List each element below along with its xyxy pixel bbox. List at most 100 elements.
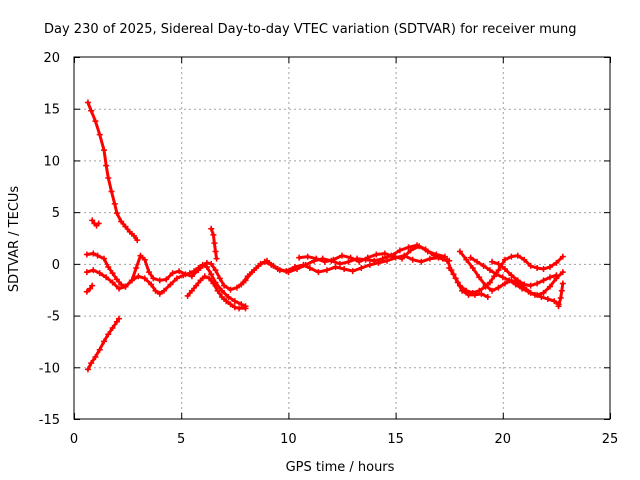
series-s5 [85,252,245,292]
data-point [493,271,500,278]
data-point [90,267,97,274]
data-point [553,259,560,266]
data-point [176,268,183,275]
data-point [551,298,558,305]
data-point [214,287,221,294]
data-point [467,254,474,261]
y-tick-label: -5 [47,310,60,325]
data-point [236,305,243,312]
data-point [364,254,371,261]
y-tick-labels: -15 -10 -5 0 5 10 15 20 [39,51,60,428]
data-point [128,277,135,284]
data-point [248,269,255,276]
data-point [525,288,532,295]
data-point [476,274,483,281]
data-point [375,259,382,266]
data-point [206,275,213,282]
data-point [238,281,245,288]
data-point [323,267,330,274]
data-point [87,285,94,292]
data-point [113,276,120,283]
data-point [321,258,328,265]
data-point [540,277,547,284]
data-point [96,270,103,277]
data-point [242,305,249,312]
data-point [197,277,204,284]
y-tick-label: 5 [52,206,60,221]
data-point [521,281,528,288]
data-point [349,268,356,275]
y-tick-label: 20 [43,51,60,66]
data-point [306,264,313,271]
data-point [501,256,508,263]
data-point [109,270,116,277]
data-point [210,231,217,238]
y-tick-label: 0 [52,258,60,273]
y-tick-label: 10 [43,154,60,169]
data-point [113,210,120,217]
data-point [315,269,322,276]
data-point [495,260,502,267]
data-point [150,275,157,282]
data-point [459,287,466,294]
series-s17 [557,282,565,308]
data-point [84,99,91,106]
x-tick-label: 20 [495,432,512,447]
data-point [89,282,96,289]
data-point [441,253,448,260]
data-point [313,255,320,262]
data-point [186,270,193,277]
data-point [261,258,268,265]
data-point [134,237,141,244]
data-point [465,291,472,298]
data-point [527,282,534,289]
data-point [356,258,363,265]
data-point [416,243,423,250]
x-axis-label: GPS time / hours [286,460,395,475]
data-point [184,292,191,299]
data-point [501,280,508,287]
data-point [103,274,110,281]
data-point [101,147,108,154]
data-point [227,301,234,308]
data-point [146,269,153,276]
data-point [105,263,112,270]
data-point [519,285,526,292]
data-point [489,258,496,265]
data-point [446,264,453,271]
data-point [540,289,547,296]
data-point [211,240,218,247]
data-point [223,298,230,305]
data-point [546,263,553,270]
x-tick-label: 0 [70,432,78,447]
data-point [227,286,234,293]
data-point [381,250,388,257]
data-point [274,266,281,273]
data-point [433,251,440,258]
data-point [83,288,90,295]
y-tick-label: -10 [39,361,60,376]
data-point [148,281,155,288]
data-point [169,270,176,277]
data-point [255,262,262,269]
x-tick-label: 25 [602,432,619,447]
data-point [478,290,485,297]
data-point [469,264,476,271]
data-point [161,287,168,294]
data-point [221,282,228,289]
data-point [506,277,513,284]
x-tick-label: 5 [177,432,185,447]
data-point [559,253,566,260]
y-axis-label: SDTVAR / TECUs [7,186,22,293]
data-point [92,118,99,125]
data-point [103,162,110,169]
data-point [126,228,133,235]
data-point [495,267,502,274]
data-point [109,279,116,286]
data-point [203,263,210,270]
data-point [163,276,170,283]
data-point [283,268,290,275]
data-point [152,287,159,294]
data-point [559,280,566,287]
data-point [426,255,433,262]
